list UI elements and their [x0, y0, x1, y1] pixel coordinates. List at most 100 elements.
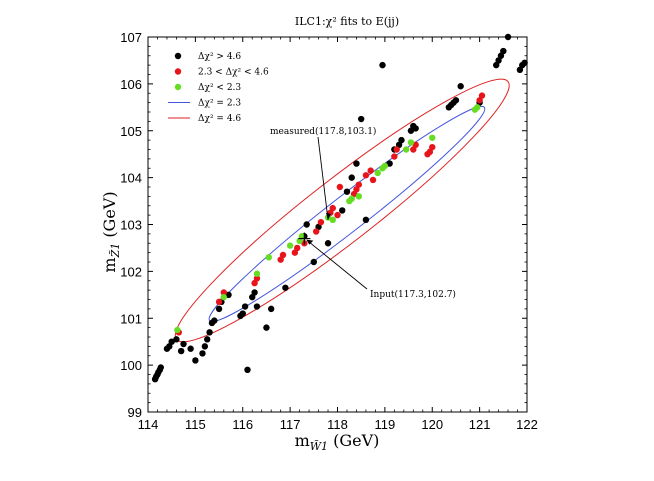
point-s0-30 — [263, 324, 270, 331]
point-s2-6 — [298, 233, 306, 240]
point-s1-23 — [393, 146, 400, 153]
point-s0-32 — [282, 284, 289, 291]
point-s0-17 — [206, 329, 213, 336]
point-s0-14 — [199, 350, 206, 357]
x-tick-label: 120 — [421, 417, 443, 432]
point-s2-10 — [348, 195, 355, 202]
point-s0-28 — [251, 289, 258, 296]
point-s1-10 — [312, 228, 320, 235]
point-s0-39 — [343, 188, 351, 195]
point-s0-29 — [253, 303, 261, 310]
point-s0-40 — [348, 174, 355, 181]
x-tick-label: 121 — [469, 417, 491, 432]
x-tick-label: 115 — [185, 417, 206, 432]
point-s0-10 — [177, 347, 185, 355]
x-tick-label: 118 — [327, 417, 348, 432]
legend-label: 2.3 < Δχ² < 4.6 — [198, 68, 269, 78]
annotations: measured(117.8,103.1) Input(117.3,102.7) — [270, 126, 456, 300]
legend-label: Δχ² > 4.6 — [198, 52, 241, 62]
legend-label: Δχ² = 2.3 — [198, 99, 241, 109]
input-arrowhead — [306, 239, 314, 245]
y-tick-label: 99 — [128, 405, 142, 420]
point-s0-5 — [157, 364, 164, 371]
point-s1-11 — [317, 218, 325, 226]
point-s1-13 — [329, 204, 336, 212]
y-tick-label: 107 — [120, 30, 142, 45]
point-s0-56 — [457, 83, 464, 90]
measured-annotation: measured(117.8,103.1) — [270, 126, 376, 137]
point-s1-15 — [336, 183, 344, 191]
y-tick-label: 102 — [120, 264, 142, 279]
point-s0-22 — [225, 291, 232, 299]
point-s0-38 — [339, 207, 346, 214]
point-s1-19 — [362, 172, 370, 179]
plot-area — [151, 33, 528, 383]
legend-marker — [174, 83, 182, 91]
contour-ellipse-1 — [208, 105, 486, 323]
point-s0-15 — [201, 343, 209, 350]
point-s0-16 — [204, 336, 211, 343]
y-tick-label: 104 — [120, 171, 142, 186]
point-s2-17 — [429, 134, 436, 141]
point-s0-48 — [398, 136, 405, 144]
x-axis-label: mW̃1 (GeV) — [295, 431, 380, 453]
point-s0-20 — [215, 305, 223, 313]
point-s2-11 — [355, 193, 363, 200]
point-s1-1 — [215, 298, 223, 306]
point-s2-8 — [329, 216, 336, 224]
point-s1-6 — [279, 251, 287, 259]
x-tick-label: 117 — [280, 417, 301, 432]
measured-arrow — [317, 136, 329, 220]
point-s1-21 — [369, 176, 377, 184]
point-s1-4 — [253, 275, 261, 282]
input-annotation: Input(117.3,102.7) — [370, 289, 456, 300]
point-s0-25 — [241, 303, 249, 310]
point-s1-25 — [412, 141, 419, 149]
point-s0-13 — [192, 357, 199, 364]
point-s0-65 — [521, 59, 528, 66]
point-s1-30 — [478, 92, 486, 99]
point-s2-2 — [253, 270, 261, 277]
point-s0-44 — [379, 61, 386, 69]
legend-marker — [174, 68, 182, 75]
point-s0-8 — [168, 338, 175, 345]
point-s0-19 — [211, 317, 218, 324]
point-s0-12 — [187, 345, 194, 352]
point-s1-28 — [429, 143, 436, 151]
point-s2-14 — [381, 162, 389, 170]
y-tick-label: 100 — [120, 358, 142, 373]
legend-label: Δχ² < 2.3 — [198, 83, 241, 93]
x-tick-label: 119 — [375, 417, 396, 432]
y-tick-label: 101 — [120, 311, 142, 326]
chart-title: ILC1:χ² fits to E(jj) — [295, 15, 399, 28]
point-s0-41 — [353, 160, 360, 167]
x-tick-label: 116 — [232, 417, 253, 432]
point-s0-35 — [324, 240, 332, 247]
point-s1-22 — [391, 153, 398, 160]
point-s1-14 — [334, 211, 341, 219]
point-s1-8 — [294, 244, 301, 252]
point-s2-19 — [474, 104, 481, 111]
axis-ticks: 114 115 116 117 118 119 120 121 122 99 100 101 102 10… — [120, 30, 538, 432]
point-s2-16 — [407, 139, 415, 146]
point-s1-20 — [367, 167, 374, 174]
x-tick-label: 122 — [516, 417, 538, 432]
point-s0-26 — [244, 366, 251, 374]
point-s0-24 — [239, 310, 246, 317]
point-s0-31 — [267, 305, 275, 313]
point-s1-18 — [355, 181, 363, 188]
legend-marker — [174, 52, 182, 60]
point-s0-36 — [303, 221, 310, 228]
point-s2-0 — [174, 326, 181, 334]
legend-label: Δχ² = 4.6 — [198, 114, 241, 124]
point-s1-2 — [220, 289, 227, 296]
x-tick-label: 114 — [138, 417, 159, 432]
point-s2-1 — [220, 293, 227, 301]
y-tick-label: 103 — [120, 218, 142, 233]
y-tick-label: 105 — [120, 124, 142, 139]
point-s0-9 — [173, 336, 180, 343]
y-axis-label: mZ̃1 (GeV) — [100, 191, 122, 272]
legend: Δχ² > 4.6 2.3 < Δχ² < 4.6 Δχ² < 2.3 Δχ² = 2… — [168, 52, 269, 124]
input-arrow — [307, 240, 368, 290]
